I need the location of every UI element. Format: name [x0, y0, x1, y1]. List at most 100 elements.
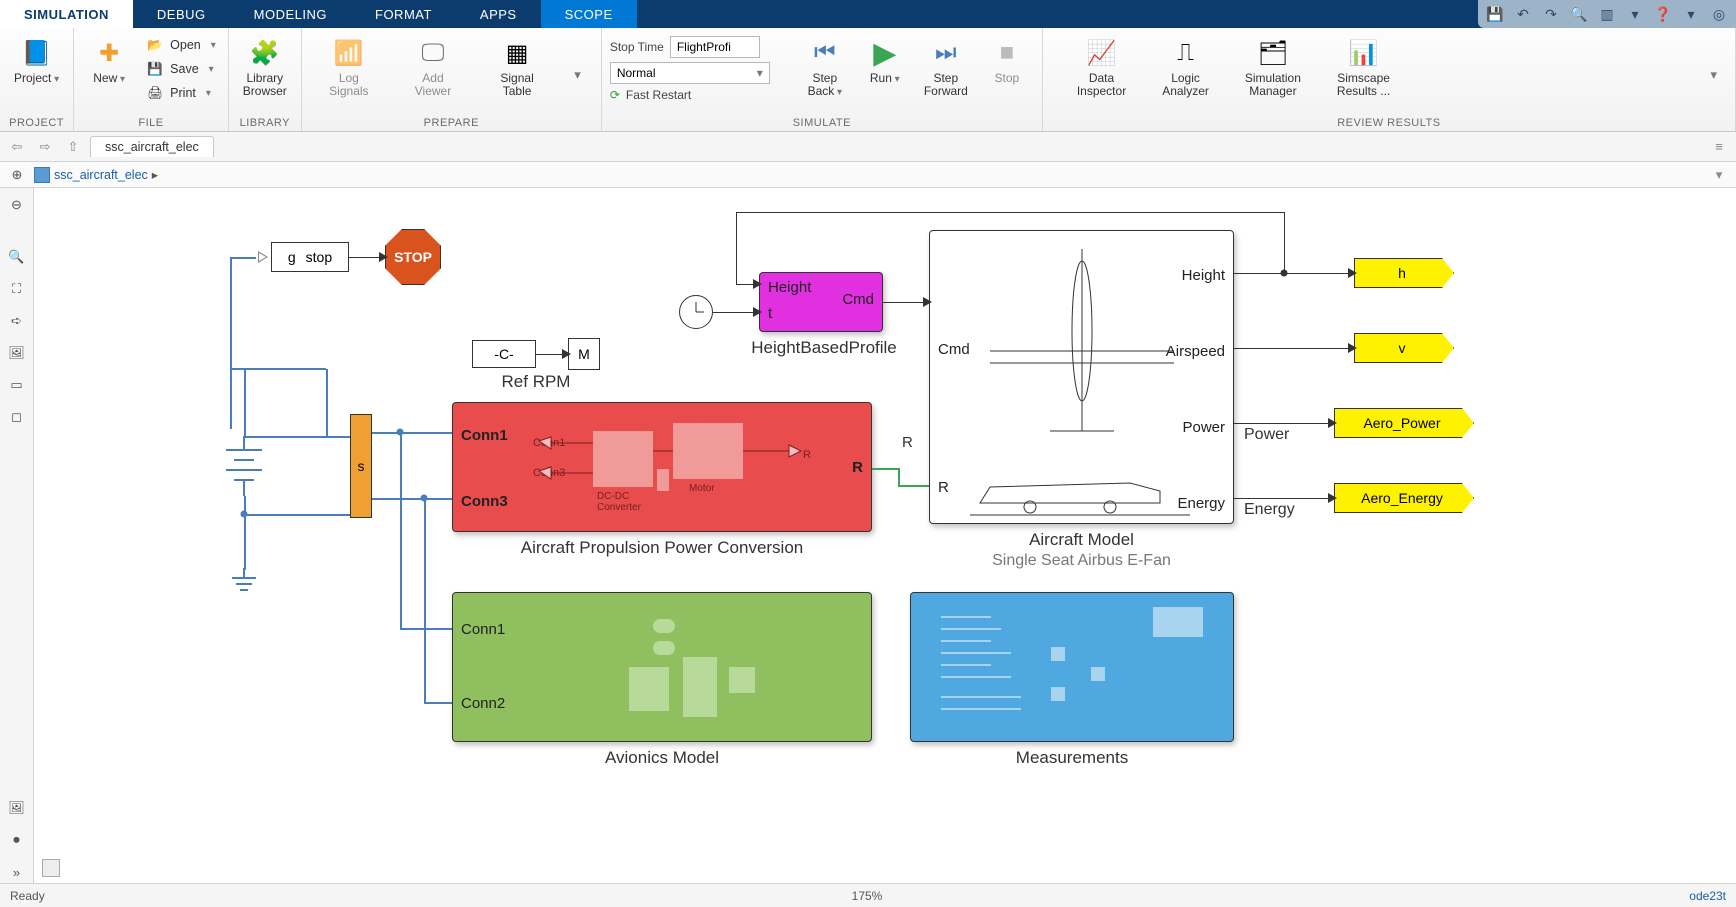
- data-inspector-label: Data Inspector: [1077, 72, 1126, 98]
- goto-v-text: v: [1399, 340, 1406, 356]
- wire-to-ae: [1234, 498, 1328, 499]
- breadcrumb-root[interactable]: ssc_aircraft_elec▸: [34, 167, 158, 183]
- dropdown2-icon[interactable]: ▾: [1682, 5, 1700, 23]
- crumbar-expand-icon[interactable]: ⊕: [6, 164, 28, 186]
- status-solver: ode23t: [1689, 889, 1726, 903]
- wire-height-into-hp: [736, 284, 753, 285]
- tool-blank-icon[interactable]: ◻: [6, 406, 28, 428]
- am-port-airspeed: Airspeed: [1166, 343, 1225, 360]
- tab-simulation[interactable]: SIMULATION: [0, 0, 133, 28]
- av-port-conn2: Conn2: [461, 695, 505, 712]
- node-batt-neg: [241, 511, 248, 518]
- wire-height-out: [1234, 273, 1284, 274]
- ext-label-r: R: [902, 434, 913, 451]
- nav-fwd-icon[interactable]: ⇨: [34, 136, 56, 158]
- goto-aero-energy[interactable]: Aero_Energy: [1334, 483, 1474, 513]
- sim-mode-select[interactable]: Normal▾: [610, 62, 770, 84]
- block-clock[interactable]: [679, 295, 713, 329]
- wire-height-back: [736, 212, 1284, 213]
- tool-arrow-icon[interactable]: ➪: [6, 310, 28, 332]
- group-label-file: FILE: [82, 117, 220, 129]
- tool-fit-icon[interactable]: ⛶: [6, 278, 28, 300]
- simulation-manager-button[interactable]: 🗂 Simulation Manager: [1239, 32, 1307, 102]
- target-icon[interactable]: ◎: [1710, 5, 1728, 23]
- arrow-to-ap: [1328, 418, 1337, 428]
- tool-hide-icon[interactable]: ⊖: [6, 194, 28, 216]
- step-back-button[interactable]: ⏮ Step Back: [798, 32, 852, 102]
- run-button[interactable]: ▶ Run: [858, 32, 912, 89]
- tab-apps[interactable]: APPS: [456, 0, 541, 28]
- goto-h[interactable]: h: [1354, 258, 1454, 288]
- save-button[interactable]: 💾Save▾: [142, 58, 220, 80]
- status-bar: Ready 175% ode23t: [0, 883, 1736, 907]
- busbar-text: s: [358, 458, 365, 474]
- find-icon[interactable]: ▥: [1598, 5, 1616, 23]
- library-browser-button[interactable]: 🧩 Library Browser: [237, 32, 293, 102]
- add-viewer-button[interactable]: 🖵 Add Viewer: [406, 32, 460, 102]
- tool-box-icon[interactable]: ▭: [6, 374, 28, 396]
- block-aircraft-model[interactable]: Cmd R Height Airspeed Power Energy: [929, 230, 1234, 524]
- tab-format[interactable]: FORMAT: [351, 0, 456, 28]
- logic-analyzer-button[interactable]: ⎍ Logic Analyzer: [1156, 32, 1215, 102]
- save-icon[interactable]: 💾: [1486, 5, 1504, 23]
- tool-zoom-icon[interactable]: 🔍: [6, 246, 28, 268]
- tool-image-icon[interactable]: 🖼: [6, 797, 28, 819]
- ribbon: 📘 Project PROJECT ✚ New 📂Open▾ 💾Save▾ 🖨P…: [0, 28, 1736, 132]
- block-battery[interactable]: [214, 436, 274, 496]
- block-busbar[interactable]: s: [350, 414, 372, 518]
- search-icon[interactable]: 🔍: [1570, 5, 1588, 23]
- block-heightprofile[interactable]: Height t Cmd: [759, 272, 883, 332]
- gstop-g: g: [288, 249, 296, 265]
- nav-up-icon[interactable]: ⇧: [62, 136, 84, 158]
- redo-icon[interactable]: ↷: [1542, 5, 1560, 23]
- tool-screenshot-icon[interactable]: 🖼: [6, 342, 28, 364]
- arrow-hp-am: [923, 297, 932, 307]
- gstop-inport-icon: [258, 251, 268, 263]
- goto-v[interactable]: v: [1354, 333, 1454, 363]
- help-icon[interactable]: ❓: [1654, 5, 1672, 23]
- group-label-simulate: SIMULATE: [610, 117, 1034, 129]
- signal-table-button[interactable]: ▦ Signal Table: [490, 32, 544, 102]
- stop-button[interactable]: ■ Stop: [980, 32, 1034, 89]
- block-gstop[interactable]: g stop: [271, 242, 349, 272]
- block-m[interactable]: M: [568, 338, 600, 370]
- block-ground[interactable]: [228, 568, 260, 599]
- undo-icon[interactable]: ↶: [1514, 5, 1532, 23]
- block-avionics[interactable]: Conn1 Conn2: [452, 592, 872, 742]
- project-label: Project: [14, 72, 59, 85]
- tool-record-icon[interactable]: ⏺: [6, 829, 28, 851]
- stoptime-input[interactable]: [670, 36, 760, 58]
- new-button[interactable]: ✚ New: [82, 32, 136, 89]
- dropdown-icon[interactable]: ▾: [1626, 5, 1644, 23]
- fast-restart-button[interactable]: ⟳Fast Restart: [610, 88, 770, 102]
- tool-expand-icon[interactable]: »: [6, 861, 28, 883]
- wire-bus-av1-v: [400, 432, 402, 628]
- nav-back-icon[interactable]: ⇦: [6, 136, 28, 158]
- crumb-dropdown-icon[interactable]: ▾: [1708, 164, 1730, 186]
- step-forward-button[interactable]: ⏭ Step Forward: [918, 32, 974, 102]
- wire-to-v: [1234, 348, 1348, 349]
- wire-to-h: [1284, 273, 1348, 274]
- model-tab[interactable]: ssc_aircraft_elec: [90, 136, 214, 157]
- model-canvas[interactable]: g stop STOP -C- M Ref RPM Height t Cmd H…: [34, 188, 1736, 883]
- block-propulsion[interactable]: Conn1 Conn3 R Conn1 Conn3 DC-DC Converte…: [452, 402, 872, 532]
- simscape-results-button[interactable]: 📊 Simscape Results ...: [1331, 32, 1396, 102]
- data-inspector-button[interactable]: 📈 Data Inspector: [1071, 32, 1132, 102]
- log-signals-button[interactable]: 📶 Log Signals: [322, 32, 376, 102]
- wire-bus-prop3: [372, 498, 452, 500]
- project-button[interactable]: 📘 Project: [8, 32, 65, 89]
- tab-modeling[interactable]: MODELING: [230, 0, 351, 28]
- hp-port-t: t: [768, 305, 772, 322]
- tab-debug[interactable]: DEBUG: [133, 0, 230, 28]
- goto-aero-power[interactable]: Aero_Power: [1334, 408, 1474, 438]
- open-button[interactable]: 📂Open▾: [142, 34, 220, 56]
- tab-scope[interactable]: SCOPE: [541, 0, 637, 28]
- nav-menu-icon[interactable]: ≡: [1708, 136, 1730, 158]
- block-constant[interactable]: -C-: [472, 340, 536, 368]
- block-stop[interactable]: STOP: [385, 229, 441, 285]
- stop-text: STOP: [394, 249, 432, 265]
- record-indicator[interactable]: [42, 859, 60, 877]
- print-button[interactable]: 🖨Print▾: [142, 82, 220, 104]
- review-expand-icon[interactable]: ▾: [1710, 67, 1727, 83]
- block-measurements[interactable]: [910, 592, 1234, 742]
